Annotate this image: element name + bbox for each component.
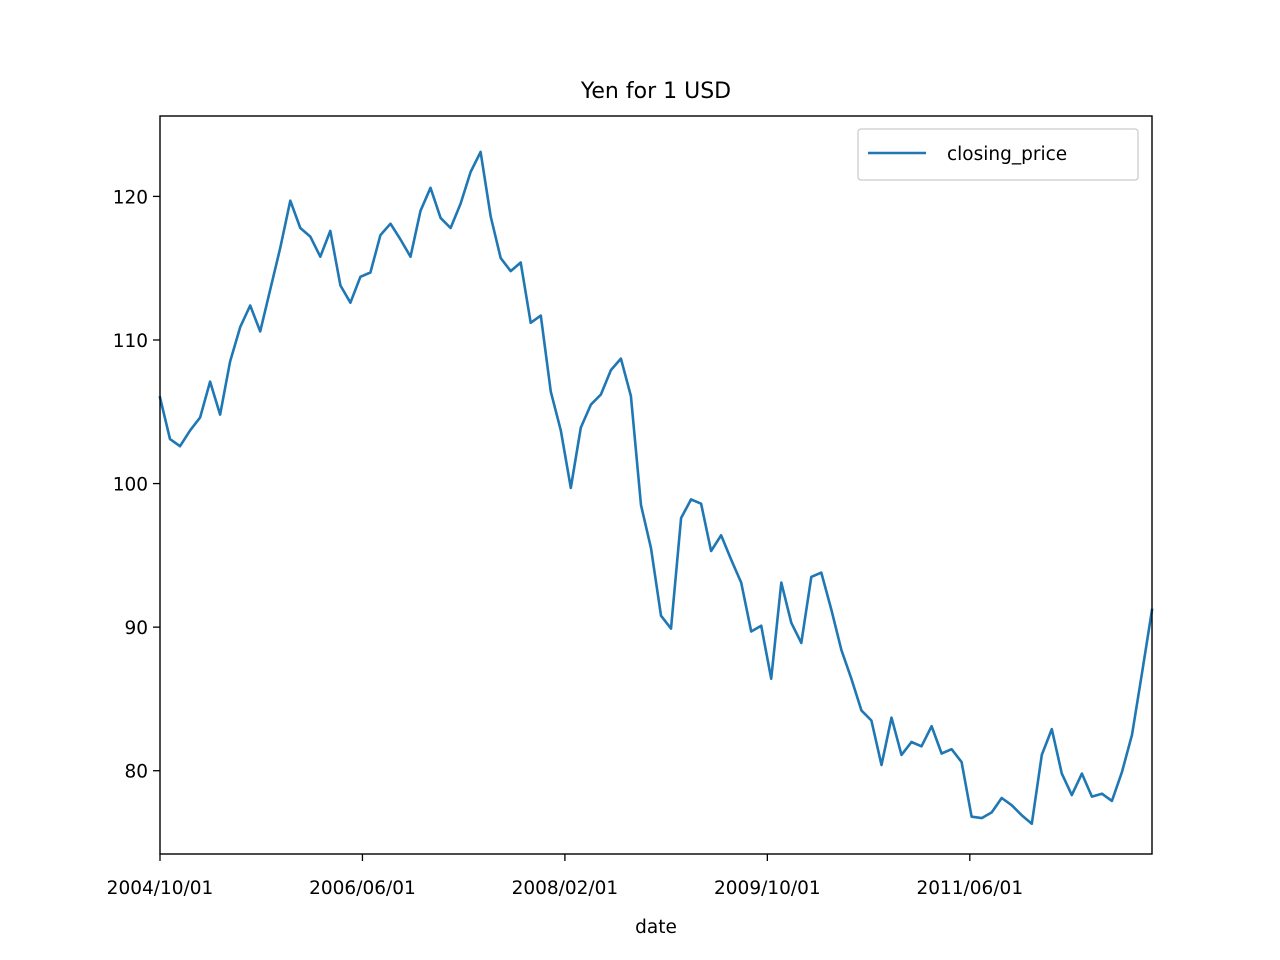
- x-tick-label: 2004/10/01: [107, 878, 214, 899]
- y-axis: 80 90 100 110 120: [113, 187, 160, 783]
- legend-label-closing-price: closing_price: [947, 144, 1067, 165]
- series-line-closing-price: [158, 150, 1154, 826]
- y-tick-label: 80: [124, 762, 148, 783]
- x-tick-label: 2008/02/01: [512, 878, 619, 899]
- y-tick-label: 100: [113, 475, 148, 496]
- legend: closing_price: [857, 128, 1139, 181]
- x-axis-label: date: [635, 917, 677, 938]
- chart-title: Yen for 1 USD: [580, 79, 731, 104]
- y-tick-label: 120: [113, 187, 148, 208]
- x-tick-label: 2009/10/01: [714, 878, 821, 899]
- x-tick-label: 2006/06/01: [309, 878, 416, 899]
- x-axis: 2004/10/01 2006/06/01 2008/02/01 2009/10/01…: [107, 854, 1023, 899]
- x-tick-label: 2011/06/01: [916, 878, 1023, 899]
- y-tick-label: 110: [113, 331, 148, 352]
- plot-area-frame: [159, 115, 1153, 855]
- legend-box: [857, 128, 1139, 181]
- y-tick-label: 90: [124, 618, 148, 639]
